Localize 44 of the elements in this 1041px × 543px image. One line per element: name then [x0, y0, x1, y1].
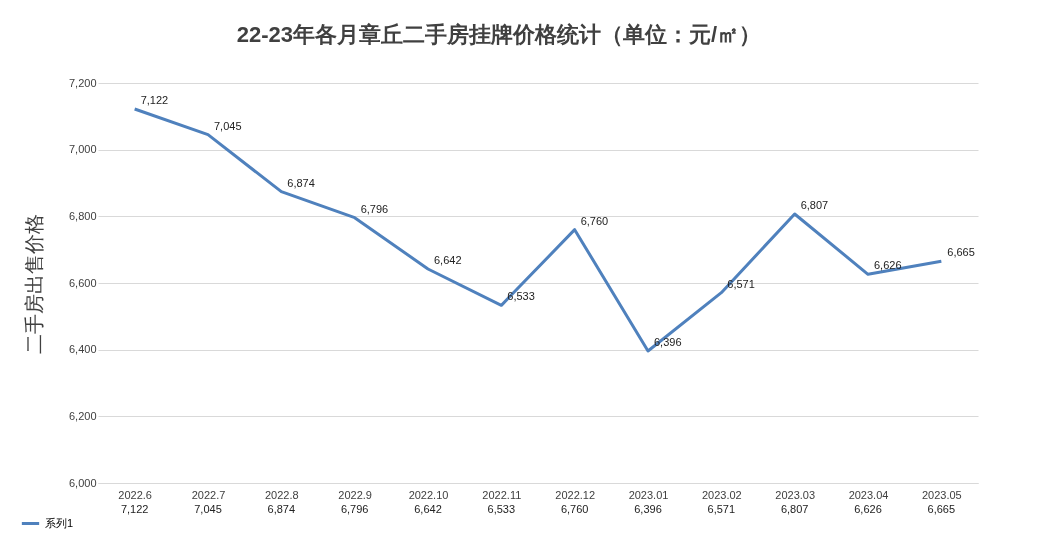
x-tick-label: 2023.03 [775, 488, 816, 501]
chart-title: 22-23年各月章丘二手房挂牌价格统计（单位：元/㎡） [236, 22, 762, 47]
text: 6,874 [287, 176, 315, 189]
x-tick-label: 2022.6 [118, 488, 152, 501]
data-label: 6,760 [560, 503, 589, 515]
y-axis-title: 二手房出售价格 [22, 213, 45, 354]
x-tick-label: 2022.8 [265, 488, 299, 501]
x-tick-label: 2023.04 [848, 488, 889, 501]
x-tick-label: 2022.11 [482, 488, 522, 501]
y-tick-label: 6,400 [68, 343, 97, 356]
text: 6,796 [360, 202, 389, 215]
y-tick-label: 6,200 [68, 409, 97, 422]
data-label: 6,796 [340, 503, 369, 515]
y-tick-label: 6,000 [68, 476, 97, 489]
text: 7,122 [140, 94, 169, 106]
text: 6,807 [800, 199, 829, 211]
data-label: 6,642 [414, 503, 442, 515]
text: 6,665 [947, 246, 975, 259]
x-tick-label: 2023.05 [921, 488, 962, 501]
data-label: 6,874 [267, 503, 296, 515]
data-label: 6,533 [487, 503, 516, 515]
x-tick-label: 2023.02 [701, 488, 742, 501]
text: 7,045 [214, 119, 242, 132]
data-label: 6,807 [780, 503, 809, 515]
line-series [133, 107, 943, 353]
text: 6,626 [874, 259, 902, 272]
legend-label: 系列1 [45, 516, 74, 529]
data-label: 6,665 [927, 503, 956, 515]
x-tick-label: 2022.12 [555, 488, 596, 501]
x-tick-label: 2022.10 [408, 488, 449, 501]
y-tick-label: 7,200 [68, 76, 97, 89]
text: 6,642 [434, 254, 462, 266]
data-label: 6,396 [634, 503, 662, 515]
text: 6,760 [580, 214, 609, 227]
x-tick-label: 2022.7 [191, 488, 226, 501]
data-label: 7,122 [120, 503, 149, 515]
data-label: 7,045 [194, 503, 222, 515]
data-label: 6,626 [854, 503, 882, 515]
y-tick-label: 6,600 [68, 276, 97, 289]
y-tick-label: 7,000 [68, 143, 97, 156]
data-label: 6,571 [707, 503, 736, 515]
x-tick-label: 2022.9 [338, 488, 372, 501]
y-tick-label: 6,800 [68, 209, 97, 222]
x-tick-label: 2023.01 [628, 488, 669, 501]
